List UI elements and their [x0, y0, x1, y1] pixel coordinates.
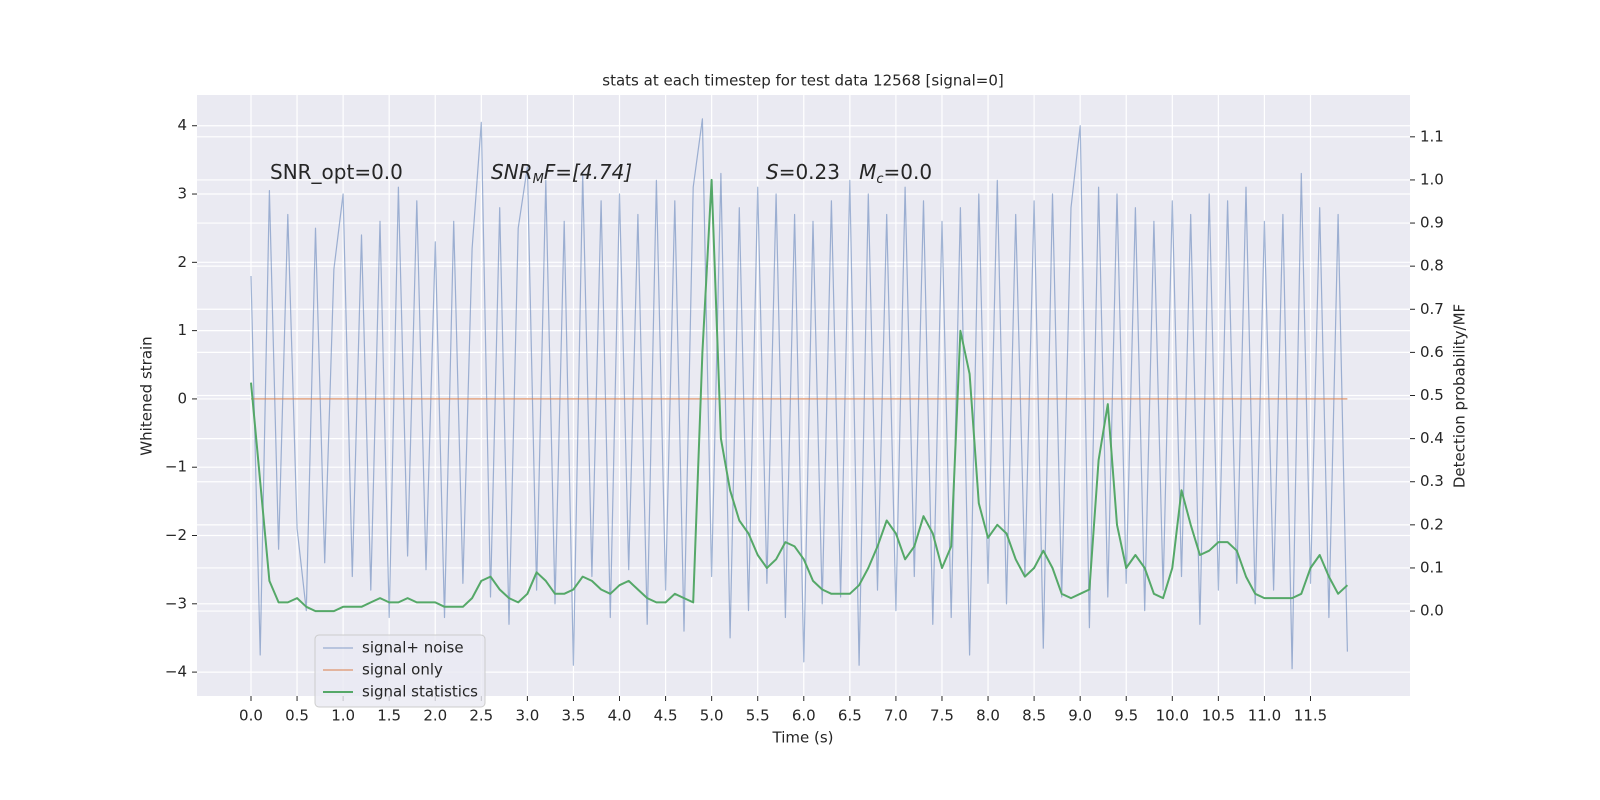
- x-tick-label: 0.5: [285, 707, 309, 725]
- annotation-part: M: [859, 160, 876, 184]
- x-tick-label: 3.0: [515, 707, 539, 725]
- annotation-part: SNR: [491, 160, 533, 184]
- y-tick-label: −1: [165, 458, 187, 476]
- annotation-part: =0.23: [779, 160, 859, 184]
- y2-tick-label: 0.5: [1420, 386, 1444, 404]
- annotation-part: =0.0: [884, 160, 933, 184]
- x-axis-label: Time (s): [772, 729, 834, 747]
- legend-label: signal only: [362, 661, 443, 679]
- y-axis-label: Whitened strain: [138, 336, 156, 455]
- y2-tick-label: 1.0: [1420, 170, 1444, 188]
- y2-tick-label: 0.7: [1420, 300, 1444, 318]
- x-tick-label: 9.0: [1068, 707, 1092, 725]
- y-tick-label: −2: [165, 526, 187, 544]
- y-tick-label: −4: [165, 663, 187, 681]
- y2-tick-label: 0.4: [1420, 429, 1444, 447]
- x-tick-label: 9.5: [1114, 707, 1138, 725]
- x-tick-label: 4.0: [608, 707, 632, 725]
- x-tick-label: 2.0: [423, 707, 447, 725]
- y-tick-label: 1: [177, 321, 187, 339]
- annotation-part: F=[4.74]: [544, 160, 632, 184]
- x-tick-label: 10.5: [1202, 707, 1235, 725]
- y2-tick-label: 0.0: [1420, 602, 1444, 620]
- x-tick-label: 5.5: [746, 707, 770, 725]
- x-tick-label: 1.0: [331, 707, 355, 725]
- annotation-part: S: [766, 160, 779, 184]
- x-tick-label: 2.5: [469, 707, 493, 725]
- series-line: [250, 178, 1349, 613]
- x-tick-label: 11.5: [1294, 707, 1327, 725]
- y-tick-label: 0: [177, 389, 187, 407]
- annotation: SNR_opt=0.0: [270, 160, 403, 184]
- x-tick-label: 6.5: [838, 707, 862, 725]
- legend-label: signal statistics: [362, 683, 478, 701]
- x-tick-label: 0.0: [239, 707, 263, 725]
- y2-tick-label: 0.6: [1420, 343, 1444, 361]
- annotation: SNRMF=[4.74]: [491, 160, 632, 187]
- y2-tick-label: 0.2: [1420, 515, 1444, 533]
- x-tick-label: 7.5: [930, 707, 954, 725]
- legend-label: signal+ noise: [362, 639, 464, 657]
- y-tick-label: −3: [165, 594, 187, 612]
- x-tick-label: 3.5: [562, 707, 586, 725]
- x-tick-label: 7.0: [884, 707, 908, 725]
- y-tick-label: 2: [177, 253, 187, 271]
- chart-title: stats at each timestep for test data 125…: [602, 72, 1003, 90]
- series-line: [250, 118, 1348, 670]
- y2-tick-label: 0.8: [1420, 257, 1444, 275]
- x-tick-label: 5.0: [700, 707, 724, 725]
- y2-tick-label: 1.1: [1420, 127, 1444, 145]
- annotation-part: SNR_opt=0.0: [270, 160, 403, 184]
- x-tick-label: 4.5: [654, 707, 678, 725]
- y2-tick-label: 0.1: [1420, 558, 1444, 576]
- y-tick-label: 3: [177, 185, 187, 203]
- annotation-part: c: [876, 172, 883, 187]
- annotation: S=0.23 Mc=0.0: [766, 160, 932, 187]
- x-tick-label: 11.0: [1248, 707, 1281, 725]
- x-tick-label: 6.0: [792, 707, 816, 725]
- x-tick-label: 8.0: [976, 707, 1000, 725]
- y2-tick-label: 0.9: [1420, 214, 1444, 232]
- x-tick-label: 1.5: [377, 707, 401, 725]
- y-tick-label: 4: [177, 116, 187, 134]
- y2-axis-label: Detection probability/MF: [1451, 304, 1469, 488]
- x-tick-label: 8.5: [1022, 707, 1046, 725]
- y2-tick-label: 0.3: [1420, 472, 1444, 490]
- x-tick-label: 10.0: [1156, 707, 1189, 725]
- legend-box: [314, 634, 486, 708]
- annotation-part: M: [533, 172, 544, 187]
